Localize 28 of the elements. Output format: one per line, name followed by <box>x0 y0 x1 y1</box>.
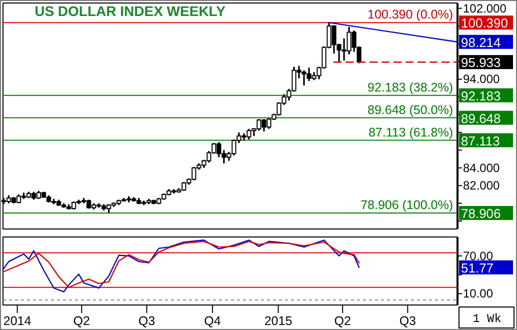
x-tick-label: Q2 <box>334 314 351 328</box>
y-tick-label: 70.00 <box>463 248 494 263</box>
x-tick-label: Q4 <box>204 314 221 328</box>
y-tick-label: 10.00 <box>463 286 494 301</box>
chart-title: US DOLLAR INDEX WEEKLY <box>34 3 226 19</box>
x-tick-label: 2014 <box>3 314 32 328</box>
y-tick-label: 102.000 <box>463 1 507 16</box>
ref-line-label: 100.390 (0.0%) <box>368 8 453 22</box>
annotation: 87.113 <box>461 133 500 148</box>
y-tick-label: 84.000 <box>463 160 500 175</box>
ref-line-label: 89.648 (50.0%) <box>368 102 453 117</box>
annotation: 92.183 <box>461 88 501 104</box>
ref-line-label: 92.183 (38.2%) <box>368 80 453 94</box>
annotation: 95.933 <box>461 55 501 70</box>
y-tick-label: 94.000 <box>463 72 500 86</box>
annotation: 100.390 <box>461 16 508 31</box>
ref-line-label: 78.906 (100.0%) <box>360 198 453 212</box>
text: 51.77 <box>461 260 494 276</box>
text: 1 Wk <box>472 312 502 326</box>
annotation: 78.906 <box>461 206 501 221</box>
annotation: 98.214 <box>461 34 501 50</box>
x-tick-label: Q2 <box>73 314 90 328</box>
x-tick-label: 2015 <box>264 314 292 328</box>
y-tick-label: 82.000 <box>463 178 500 193</box>
x-tick-label: Q3 <box>399 314 416 328</box>
annotation: 89.648 <box>461 110 501 126</box>
x-tick-label: Q3 <box>138 314 156 328</box>
ref-line-label: 87.113 (61.8%) <box>368 125 453 140</box>
